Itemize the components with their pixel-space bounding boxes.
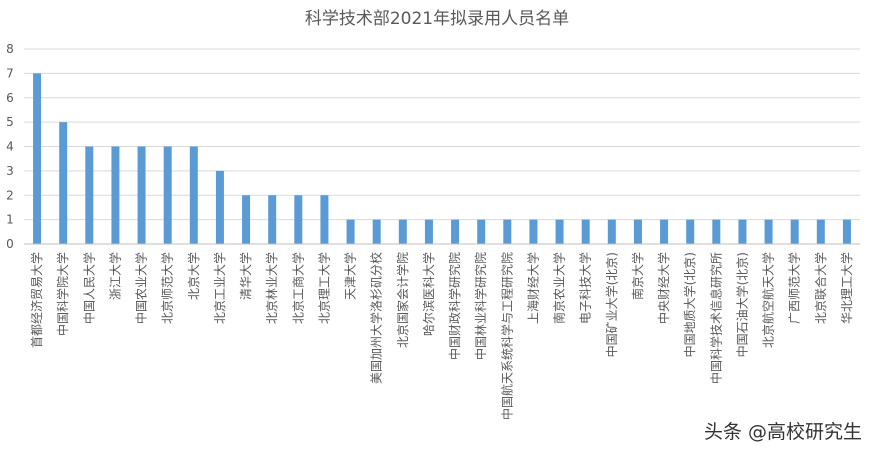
bars (33, 73, 851, 244)
bar (137, 146, 146, 244)
x-tick-label: 中国财政科学研究院 (447, 252, 462, 360)
x-tick-label: 美国加州大学洛杉矶分校 (369, 252, 384, 384)
watermark-text: 头条 @高校研究生 (704, 421, 862, 443)
bar (816, 219, 825, 244)
x-tick-label: 哈尔滨医科大学 (421, 252, 436, 336)
bar (215, 170, 224, 244)
y-tick-label: 4 (6, 140, 14, 154)
bar (503, 219, 512, 244)
bar (85, 146, 94, 244)
x-tick-label: 中国农业大学 (134, 252, 149, 324)
x-tick-label: 广西师范大学 (787, 252, 802, 324)
y-tick-label: 3 (6, 164, 14, 178)
bar (712, 219, 721, 244)
x-tick-label: 中国科学院大学 (55, 252, 70, 336)
x-tick-label: 中国科学技术信息研究所 (708, 252, 723, 384)
bar (268, 195, 277, 244)
bar (424, 219, 433, 244)
x-tick-label: 北京师范大学 (160, 252, 175, 324)
x-tick-label: 北京大学 (186, 252, 201, 300)
bar (607, 219, 616, 244)
x-tick-label: 清华大学 (238, 252, 253, 300)
x-tick-label: 北京航空航天大学 (761, 252, 776, 348)
x-tick-label: 中国林业科学研究院 (473, 252, 488, 360)
bar (738, 219, 747, 244)
x-tick-label: 中国地质大学(北京) (682, 252, 697, 357)
y-tick-label: 5 (6, 115, 14, 129)
x-tick-label: 北京理工大学 (316, 252, 331, 324)
bar (346, 219, 355, 244)
y-tick-label: 0 (6, 237, 14, 251)
x-tick-label: 中国航天系统科学与工程研究院 (499, 252, 514, 420)
x-tick-label: 中国人民大学 (81, 252, 96, 324)
x-tick-label: 中国石油大学(北京) (734, 252, 749, 357)
x-tick-label: 中国矿业大学(北京) (604, 252, 619, 357)
x-axis-labels: 首都经济贸易大学 中国科学院大学 中国人民大学 浙江大学 中国农业大学 北京师范大学 北京大… (29, 252, 854, 420)
bar (529, 219, 538, 244)
x-tick-label: 天津大学 (343, 252, 358, 300)
y-tick-label: 8 (6, 42, 14, 56)
chart-title: 科学技术部2021年拟录用人员名单 (305, 9, 569, 29)
bar (555, 219, 564, 244)
bar (764, 219, 773, 244)
bar (686, 219, 695, 244)
bar (294, 195, 303, 244)
x-tick-label: 北京工业大学 (212, 252, 227, 324)
x-tick-label: 北京林业大学 (264, 252, 279, 324)
y-axis-ticks: 0 1 2 3 4 5 6 7 8 (6, 42, 14, 251)
bar (842, 219, 851, 244)
x-tick-label: 南京大学 (630, 252, 645, 300)
x-tick-label: 首都经济贸易大学 (29, 252, 44, 348)
bar (398, 219, 407, 244)
bar (790, 219, 799, 244)
bar (33, 73, 42, 244)
y-tick-label: 7 (6, 66, 14, 80)
x-tick-label: 中央财经大学 (656, 252, 671, 324)
bar (372, 219, 381, 244)
x-tick-label: 电子科技大学 (578, 252, 593, 324)
x-tick-label: 北京国家会计学院 (395, 252, 410, 348)
y-tick-label: 1 (6, 213, 14, 227)
bar (189, 146, 198, 244)
gridlines (24, 48, 860, 221)
y-tick-label: 2 (6, 188, 14, 202)
x-tick-label: 南京农业大学 (552, 252, 567, 324)
y-tick-label: 6 (6, 91, 14, 105)
x-tick-label: 华北理工大学 (839, 252, 854, 324)
bar (163, 146, 172, 244)
bar (320, 195, 329, 244)
x-tick-label: 上海财经大学 (525, 252, 540, 324)
bar (242, 195, 251, 244)
bar (660, 219, 669, 244)
bar (111, 146, 120, 244)
bar (59, 122, 68, 244)
x-tick-label: 北京联合大学 (813, 252, 828, 324)
bar (581, 219, 590, 244)
bar (451, 219, 460, 244)
x-tick-label: 北京工商大学 (290, 252, 305, 324)
x-tick-label: 浙江大学 (107, 252, 122, 300)
bar (477, 219, 486, 244)
bar (633, 219, 642, 244)
